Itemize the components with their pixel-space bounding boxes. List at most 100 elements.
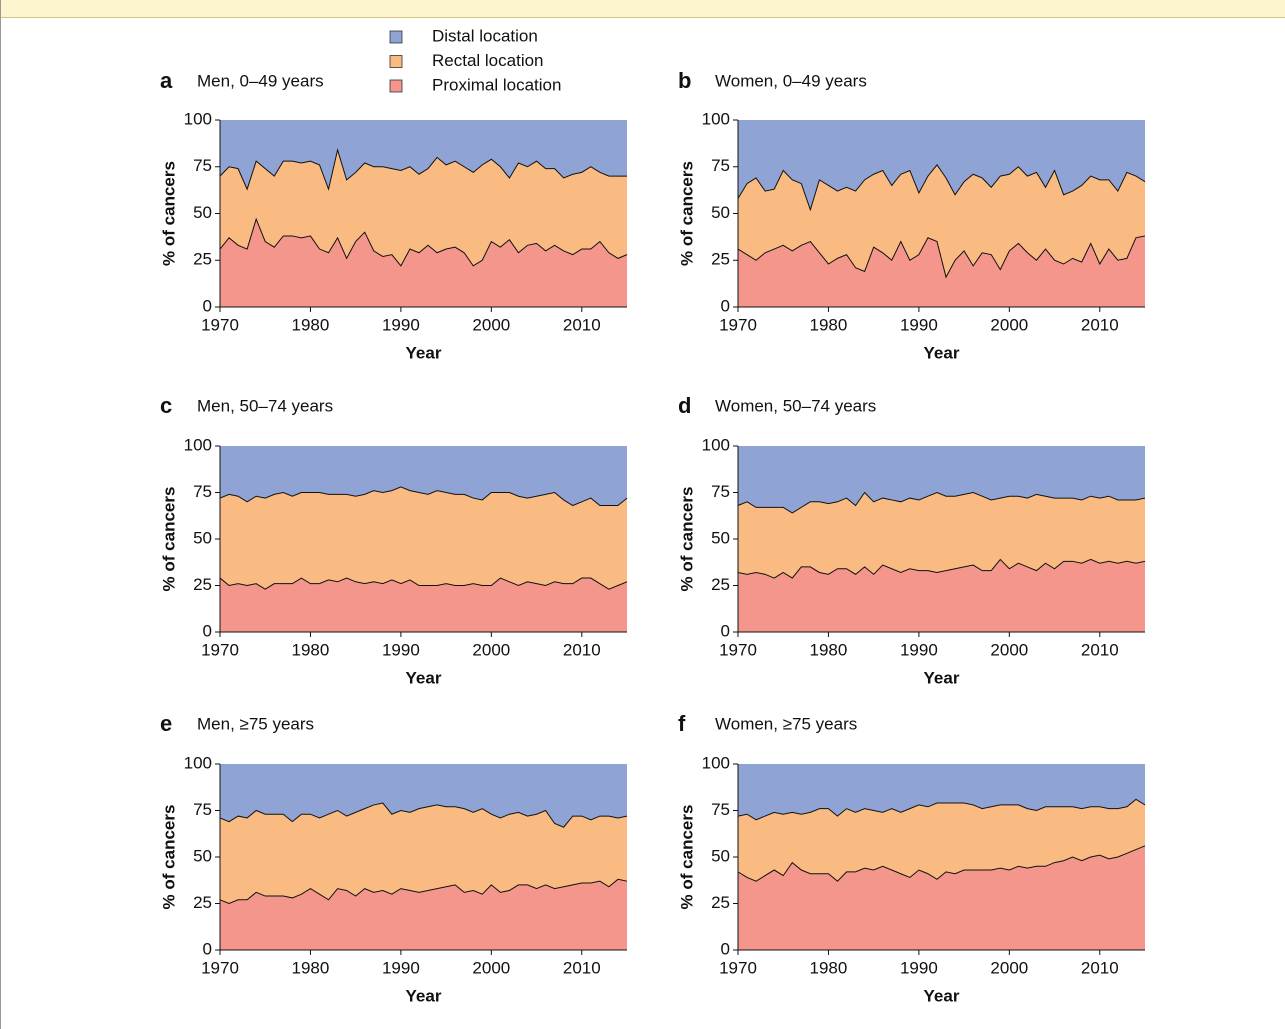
- area: [738, 446, 1145, 513]
- x-tick-label: 1970: [719, 640, 757, 659]
- y-tick-label: 100: [702, 753, 730, 772]
- panel-title: Women, 0–49 years: [715, 71, 867, 90]
- y-axis-label: % of cancers: [677, 161, 696, 266]
- y-tick-label: 25: [193, 893, 212, 912]
- y-tick-label: 0: [721, 621, 730, 640]
- y-tick-label: 50: [193, 528, 212, 547]
- legend-swatch: [389, 79, 403, 93]
- y-axis-label: % of cancers: [677, 487, 696, 592]
- boundary-line: [737, 845, 1146, 882]
- x-tick-label: 1980: [810, 640, 848, 659]
- x-tick-label: 2000: [990, 640, 1028, 659]
- panel-letter: f: [678, 711, 686, 736]
- x-tick-label: 2000: [472, 315, 510, 334]
- x-tick-label: 1990: [900, 315, 938, 334]
- x-tick-label: 2010: [1081, 315, 1119, 334]
- y-tick-label: 25: [193, 575, 212, 594]
- x-axis-label: Year: [406, 343, 442, 362]
- boundary-line: [219, 486, 628, 507]
- area: [738, 799, 1145, 882]
- legend-label: Distal location: [432, 26, 538, 45]
- boundary-line: [737, 558, 1146, 579]
- area: [220, 120, 627, 190]
- area: [738, 845, 1145, 950]
- y-tick-label: 50: [193, 846, 212, 865]
- y-tick-label: 25: [711, 250, 730, 269]
- x-axis-label: Year: [924, 668, 960, 687]
- x-tick-label: 2010: [1081, 958, 1119, 977]
- x-tick-label: 1970: [719, 958, 757, 977]
- x-tick-label: 1970: [719, 315, 757, 334]
- panel-letter: b: [678, 68, 691, 93]
- header-band: [0, 0, 1285, 18]
- area: [738, 764, 1145, 820]
- x-tick-label: 2000: [472, 958, 510, 977]
- y-tick-label: 0: [721, 939, 730, 958]
- x-tick-label: 1990: [382, 958, 420, 977]
- x-tick-label: 1980: [292, 640, 330, 659]
- y-tick-label: 0: [203, 939, 212, 958]
- legend-label: Proximal location: [432, 75, 561, 94]
- area: [220, 219, 627, 307]
- y-axis-label: % of cancers: [159, 487, 178, 592]
- area: [738, 235, 1145, 307]
- y-tick-label: 100: [702, 109, 730, 128]
- x-tick-label: 1980: [292, 315, 330, 334]
- y-axis-label: % of cancers: [159, 805, 178, 910]
- x-tick-label: 2010: [563, 640, 601, 659]
- y-tick-label: 50: [711, 846, 730, 865]
- x-tick-label: 1980: [292, 958, 330, 977]
- x-tick-label: 2010: [563, 958, 601, 977]
- boundary-line: [219, 878, 628, 905]
- y-tick-label: 100: [702, 435, 730, 454]
- area: [220, 486, 627, 590]
- y-tick-label: 100: [184, 109, 212, 128]
- boundary-line: [219, 217, 628, 267]
- x-tick-label: 1970: [201, 315, 239, 334]
- x-axis-label: Year: [924, 986, 960, 1005]
- panel-letter: e: [160, 711, 172, 736]
- boundary-line: [219, 577, 628, 590]
- y-tick-label: 75: [193, 156, 212, 175]
- panel-letter: c: [160, 393, 172, 418]
- y-tick-label: 50: [711, 203, 730, 222]
- x-tick-label: 2010: [1081, 640, 1119, 659]
- x-tick-label: 2000: [990, 958, 1028, 977]
- left-border: [0, 0, 1, 1029]
- area: [220, 149, 627, 266]
- y-tick-label: 25: [711, 893, 730, 912]
- y-tick-label: 0: [203, 296, 212, 315]
- panel-title: Men, 50–74 years: [197, 396, 333, 415]
- x-tick-label: 1970: [201, 958, 239, 977]
- y-tick-label: 0: [203, 621, 212, 640]
- boundary-line: [737, 491, 1146, 514]
- boundary-line: [737, 798, 1146, 821]
- x-tick-label: 1990: [382, 640, 420, 659]
- y-tick-label: 0: [721, 296, 730, 315]
- area: [220, 879, 627, 950]
- x-tick-label: 2000: [472, 640, 510, 659]
- boundary-line: [737, 235, 1146, 279]
- boundary-line: [737, 164, 1146, 212]
- y-tick-label: 100: [184, 435, 212, 454]
- area: [220, 803, 627, 904]
- y-tick-label: 50: [711, 528, 730, 547]
- x-tick-label: 1990: [382, 315, 420, 334]
- legend-swatch: [389, 30, 403, 44]
- boundary-line: [219, 147, 627, 191]
- y-tick-label: 25: [711, 575, 730, 594]
- x-axis-label: Year: [406, 986, 442, 1005]
- y-axis-label: % of cancers: [677, 805, 696, 910]
- y-tick-label: 75: [193, 800, 212, 819]
- x-tick-label: 1990: [900, 640, 938, 659]
- x-axis-label: Year: [406, 668, 442, 687]
- panel-letter: d: [678, 393, 691, 418]
- boundary-line: [219, 802, 628, 828]
- area: [738, 120, 1145, 210]
- panel-title: Women, ≥75 years: [715, 714, 857, 733]
- x-tick-label: 1990: [900, 958, 938, 977]
- x-tick-label: 1970: [201, 640, 239, 659]
- x-tick-label: 1980: [810, 315, 848, 334]
- y-axis-label: % of cancers: [159, 161, 178, 266]
